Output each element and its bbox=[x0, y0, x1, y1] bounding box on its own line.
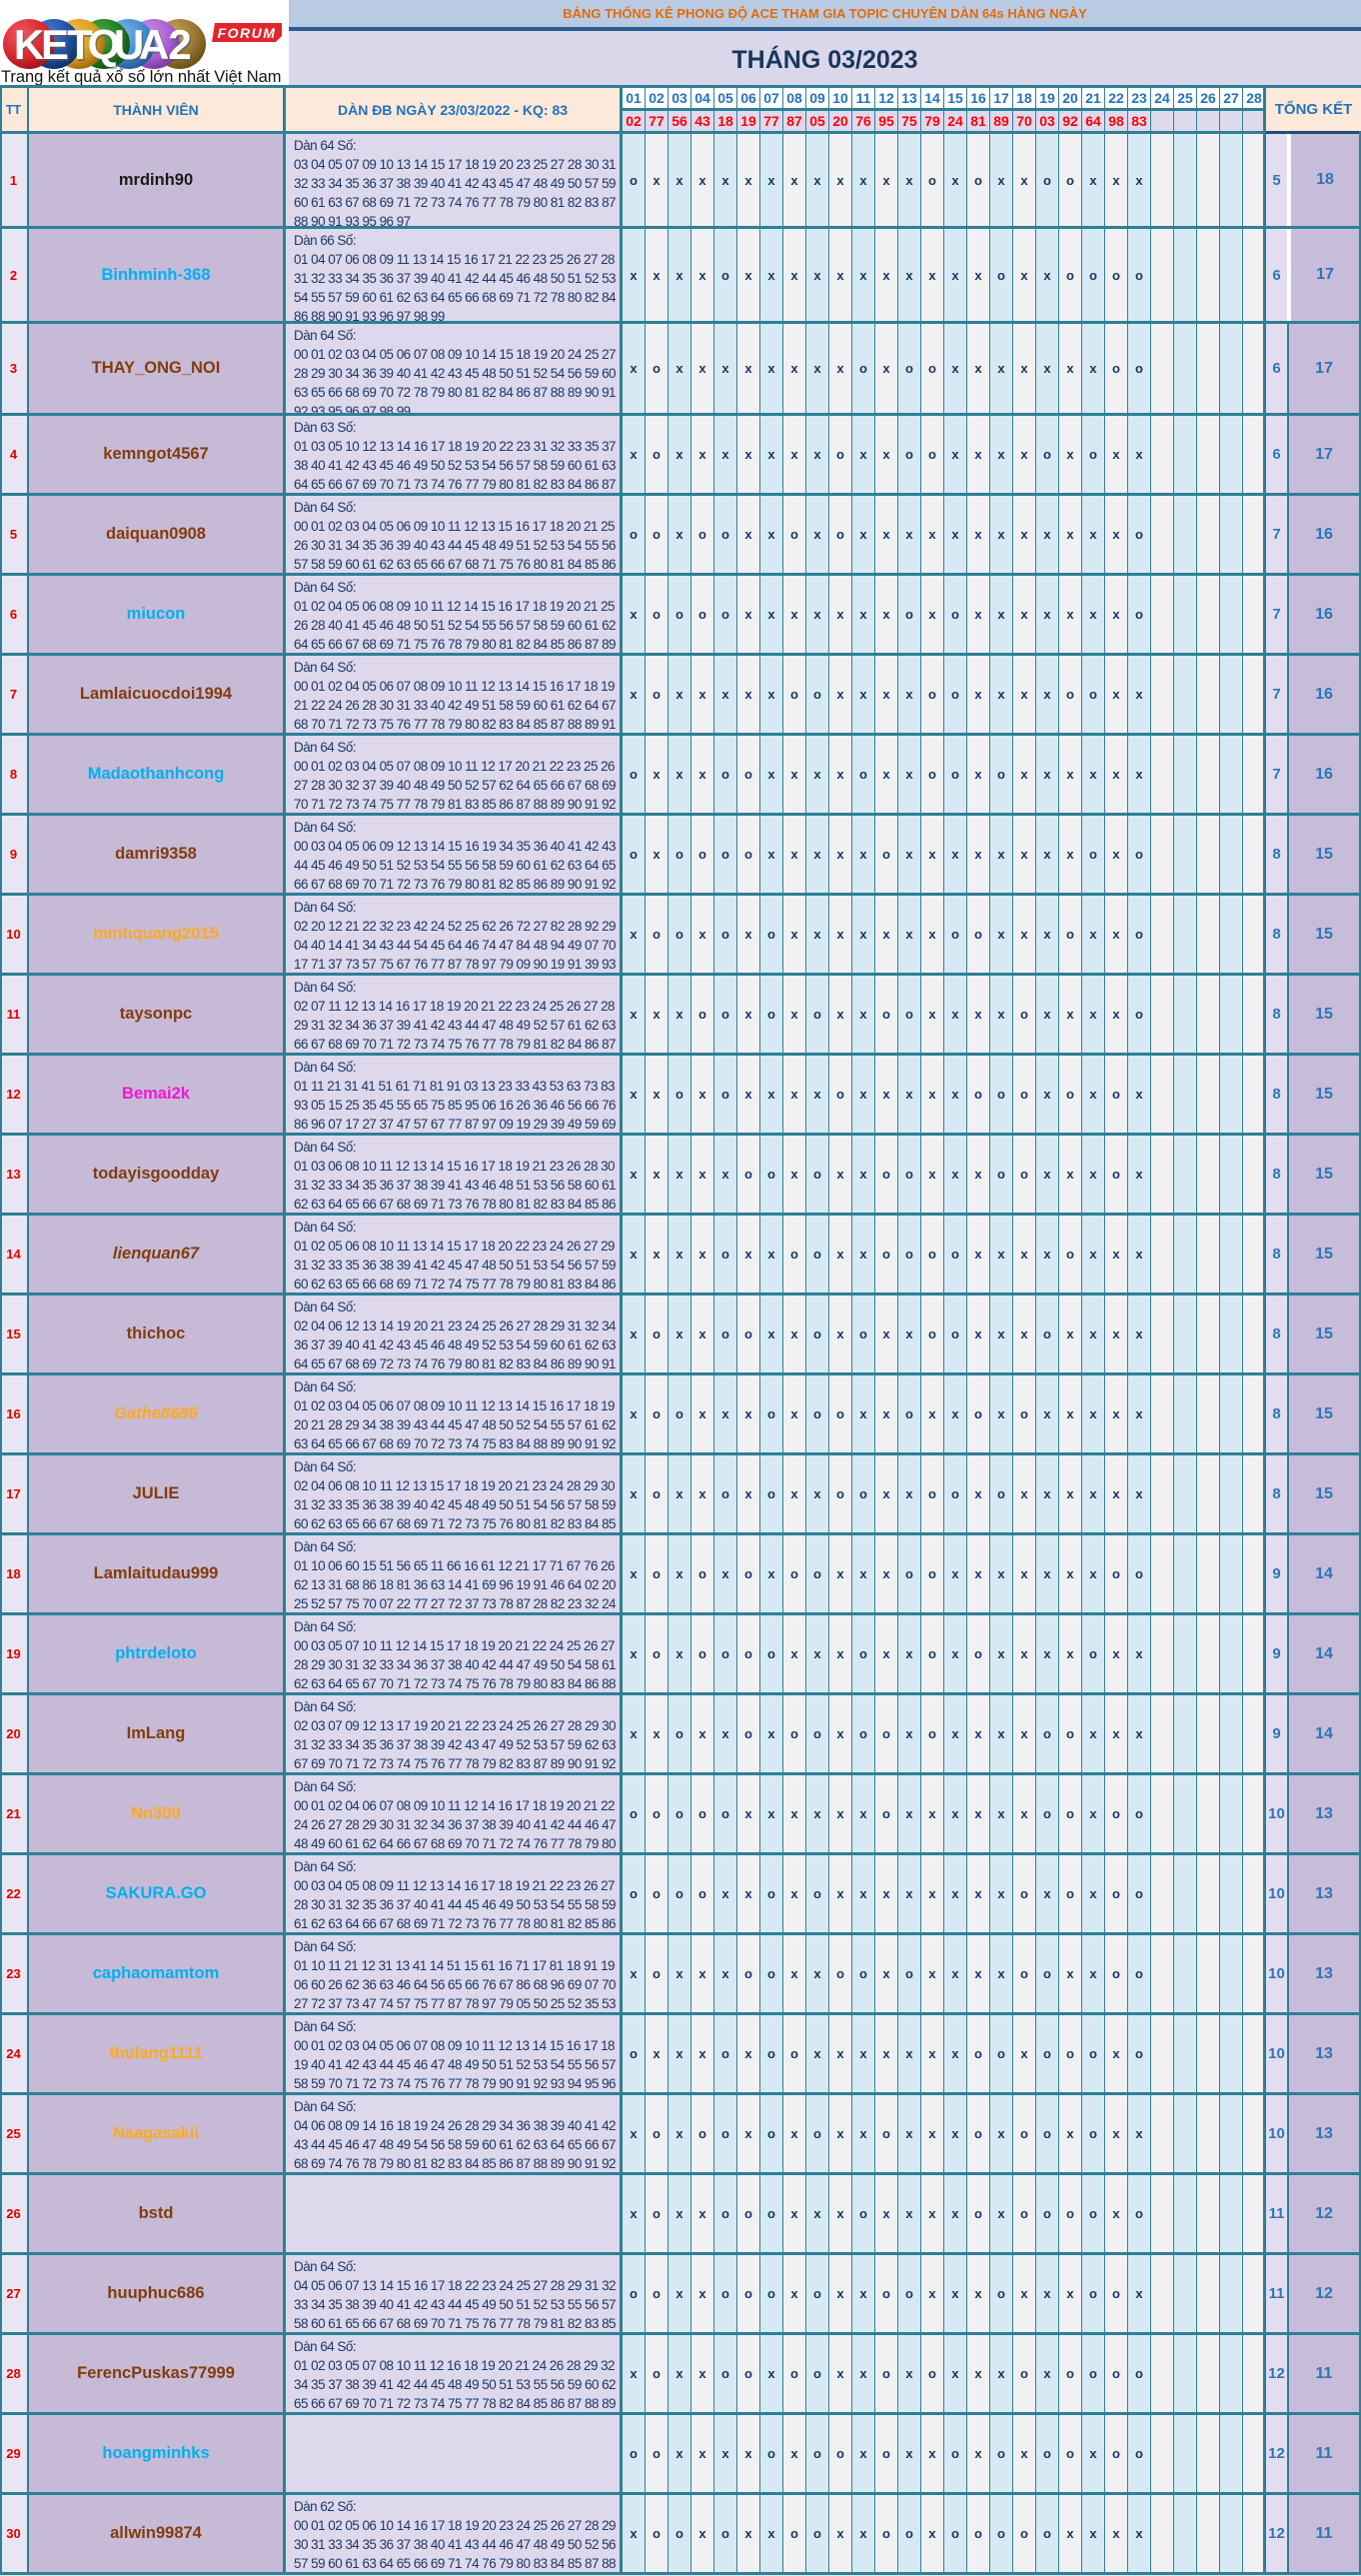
svg-text:T: T bbox=[69, 23, 95, 70]
svg-text:Q: Q bbox=[88, 21, 121, 68]
svg-text:E: E bbox=[42, 23, 70, 70]
svg-text:K: K bbox=[15, 23, 45, 70]
svg-text:FORUM: FORUM bbox=[218, 25, 277, 41]
svg-text:K: K bbox=[14, 21, 44, 68]
svg-text:Q: Q bbox=[89, 23, 122, 70]
svg-text:E: E bbox=[41, 21, 69, 68]
svg-text:T: T bbox=[67, 21, 93, 68]
svg-text:A: A bbox=[139, 21, 169, 68]
svg-text:U: U bbox=[115, 23, 145, 70]
svg-text:U: U bbox=[114, 21, 144, 68]
svg-text:2: 2 bbox=[168, 21, 191, 68]
svg-text:2: 2 bbox=[170, 23, 193, 70]
svg-text:A: A bbox=[140, 23, 170, 70]
